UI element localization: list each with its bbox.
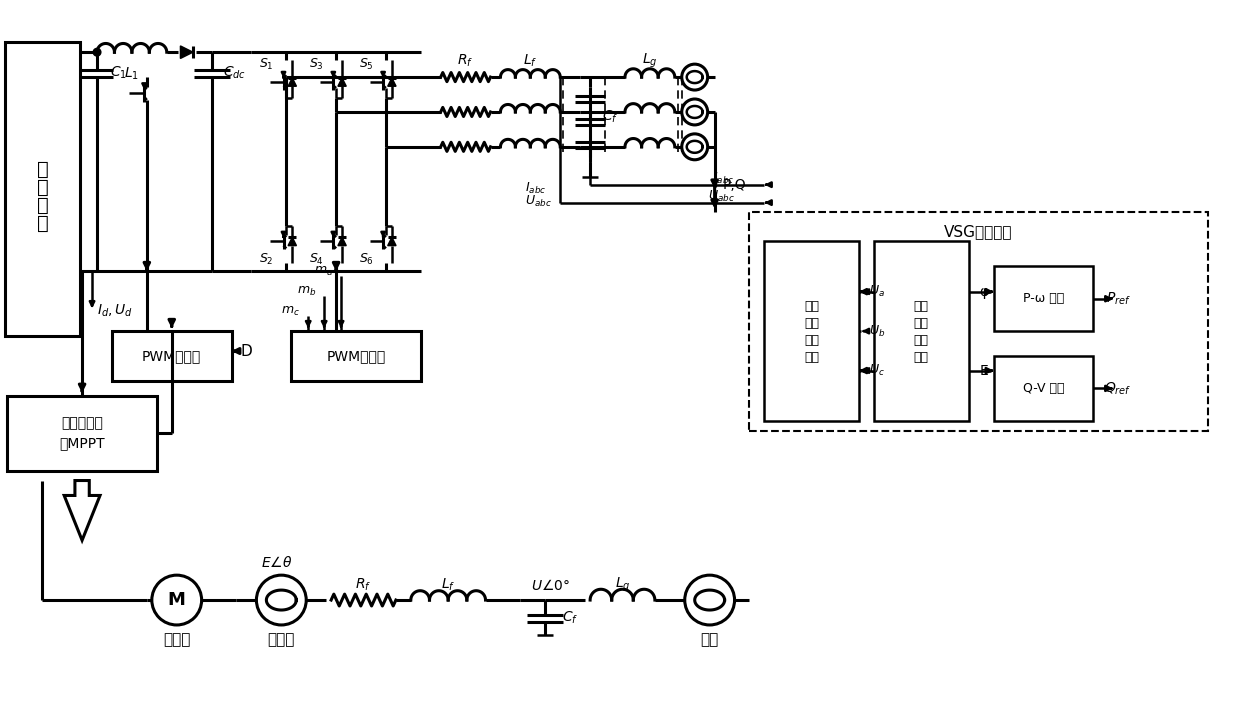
Text: $U_a$: $U_a$ [869, 284, 885, 299]
Text: 阵: 阵 [37, 195, 48, 215]
Text: 双闭: 双闭 [805, 300, 820, 313]
Text: φ: φ [980, 285, 988, 299]
Text: 的MPPT: 的MPPT [60, 436, 105, 450]
Text: Q-V 控制: Q-V 控制 [1023, 382, 1064, 395]
Text: $S_1$: $S_1$ [259, 57, 274, 72]
Text: E: E [980, 364, 988, 377]
Text: PWM发生器: PWM发生器 [143, 349, 201, 363]
Text: VSG功率控制: VSG功率控制 [945, 224, 1013, 239]
Text: 原动机: 原动机 [162, 632, 191, 647]
Text: $S_6$: $S_6$ [358, 252, 373, 267]
Text: $E\angle\theta$: $E\angle\theta$ [260, 555, 293, 570]
Text: D: D [241, 344, 252, 359]
Polygon shape [337, 78, 346, 86]
Text: $S_2$: $S_2$ [259, 252, 274, 267]
Text: $m_b$: $m_b$ [296, 285, 316, 298]
Bar [749, 211, 1208, 431]
Polygon shape [288, 237, 296, 246]
Polygon shape [180, 46, 193, 59]
Text: $L_f$: $L_f$ [441, 577, 455, 594]
Text: $S_5$: $S_5$ [358, 57, 373, 72]
Text: $m_c$: $m_c$ [281, 304, 300, 318]
Text: $R_f$: $R_f$ [356, 577, 372, 594]
Bar [874, 241, 968, 421]
Bar [7, 396, 156, 470]
Bar [5, 42, 81, 336]
Text: $L_1$: $L_1$ [124, 66, 139, 82]
Text: $S_3$: $S_3$ [309, 57, 324, 72]
Text: 自带热备用: 自带热备用 [61, 416, 103, 430]
Text: $C_{dc}$: $C_{dc}$ [223, 65, 246, 82]
Bar [291, 331, 420, 381]
Text: $U_b$: $U_b$ [869, 324, 885, 339]
Text: 三相: 三相 [914, 300, 929, 313]
Bar [993, 356, 1094, 421]
Text: 踪器: 踪器 [805, 351, 820, 364]
Polygon shape [337, 237, 346, 246]
Text: $I_d,U_d$: $I_d,U_d$ [97, 303, 133, 319]
Text: 波发: 波发 [914, 334, 929, 347]
Text: P,Q: P,Q [723, 178, 746, 192]
Text: 光: 光 [37, 160, 48, 179]
Circle shape [682, 134, 708, 160]
Text: $S_4$: $S_4$ [309, 252, 324, 267]
Text: $C_f$: $C_f$ [562, 610, 578, 626]
Text: $C_f$: $C_f$ [601, 109, 619, 125]
Text: 生器: 生器 [914, 351, 929, 364]
Circle shape [682, 99, 708, 125]
Text: $Q_{ref}$: $Q_{ref}$ [1105, 380, 1132, 397]
Circle shape [257, 575, 306, 625]
Text: 压跟: 压跟 [805, 334, 820, 347]
Text: $P_{ref}$: $P_{ref}$ [1106, 291, 1131, 307]
Circle shape [682, 64, 708, 90]
Text: $R_f$: $R_f$ [458, 53, 474, 69]
Text: PWM发生器: PWM发生器 [326, 349, 386, 363]
Circle shape [151, 575, 202, 625]
Text: $m_a$: $m_a$ [314, 265, 334, 278]
Text: $L_g$: $L_g$ [642, 52, 657, 70]
Text: $L_g$: $L_g$ [615, 576, 630, 594]
Text: $U_c$: $U_c$ [869, 363, 885, 378]
Polygon shape [388, 78, 396, 86]
Circle shape [684, 575, 734, 625]
Bar [112, 331, 232, 381]
Text: 发电机: 发电机 [268, 632, 295, 647]
Bar [764, 241, 859, 421]
Text: 电网: 电网 [701, 632, 719, 647]
Text: 正弦: 正弦 [914, 316, 929, 329]
Text: 伏: 伏 [37, 178, 48, 197]
Text: $U_{abc}$: $U_{abc}$ [708, 189, 734, 204]
Text: $I_{abc}$: $I_{abc}$ [713, 171, 734, 186]
Text: $U\angle 0°$: $U\angle 0°$ [531, 578, 570, 593]
Polygon shape [388, 237, 396, 246]
Text: $L_f$: $L_f$ [523, 53, 538, 69]
Text: M: M [167, 591, 186, 609]
Text: $I_{abc}$: $I_{abc}$ [526, 181, 547, 196]
Polygon shape [64, 480, 100, 541]
Text: 列: 列 [37, 213, 48, 233]
Text: P-ω 控制: P-ω 控制 [1023, 292, 1064, 305]
Polygon shape [288, 78, 296, 86]
Circle shape [94, 49, 100, 55]
Text: $U_{abc}$: $U_{abc}$ [526, 194, 552, 209]
Text: $C_1$: $C_1$ [110, 65, 128, 82]
Bar [993, 266, 1094, 331]
Text: 环电: 环电 [805, 316, 820, 329]
